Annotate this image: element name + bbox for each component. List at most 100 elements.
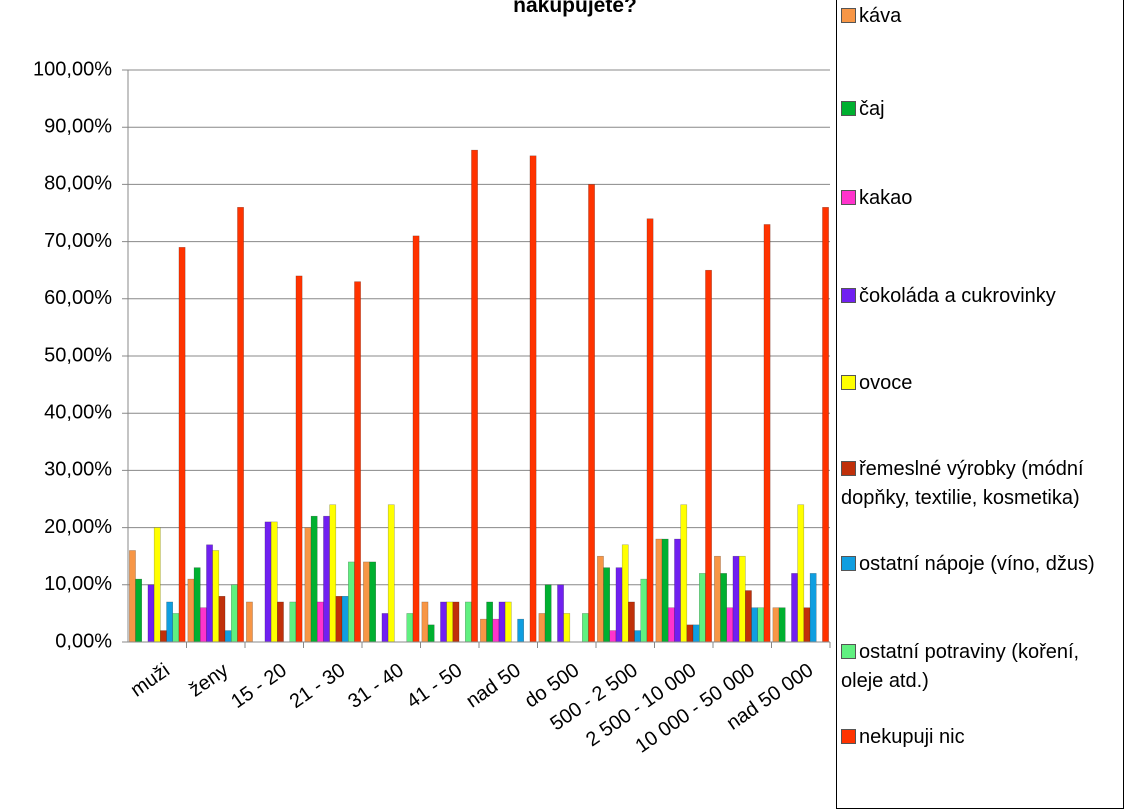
- legend-entry: řemeslné výrobky (módní dopňky, textilie…: [841, 455, 1119, 513]
- bar: [348, 561, 355, 643]
- bar: [661, 538, 669, 643]
- bar: [295, 275, 303, 643]
- legend-entry: ostatní potraviny (koření, oleje atd.): [841, 638, 1119, 696]
- bar: [270, 521, 278, 643]
- legend-label: ostatní nápoje (víno, džus): [859, 553, 1095, 575]
- legend-entry: kakao: [841, 184, 1119, 213]
- bar: [745, 590, 752, 643]
- legend-swatch: [841, 101, 856, 116]
- bar: [224, 630, 232, 643]
- bar: [277, 601, 284, 643]
- bar: [480, 618, 487, 643]
- bar: [791, 573, 798, 643]
- y-tick-label: 50,00%: [44, 344, 112, 366]
- bar: [406, 613, 414, 643]
- x-tick-label: nad 50: [462, 659, 525, 712]
- bar: [621, 544, 629, 643]
- bar: [680, 504, 688, 643]
- bar: [452, 601, 460, 643]
- bar: [726, 607, 734, 643]
- bar: [172, 613, 180, 643]
- bar: [498, 601, 506, 643]
- y-tick-label: 0,00%: [55, 630, 112, 652]
- bar: [714, 555, 721, 643]
- bar: [440, 601, 447, 643]
- bar: [822, 207, 829, 643]
- bar: [588, 184, 595, 643]
- legend-swatch: [841, 375, 856, 390]
- legend-swatch: [841, 729, 856, 744]
- bar: [412, 235, 420, 643]
- bar: [797, 504, 805, 643]
- bar: [668, 607, 675, 643]
- bar: [640, 578, 648, 643]
- bar: [609, 630, 617, 643]
- legend-entry: čokoláda a cukrovinky: [841, 282, 1119, 311]
- y-tick-label: 90,00%: [44, 115, 112, 137]
- y-tick-label: 60,00%: [44, 287, 112, 309]
- bar: [187, 578, 195, 643]
- bar: [323, 515, 330, 643]
- bar: [289, 601, 297, 643]
- bar: [563, 613, 571, 643]
- x-tick-label: muži: [127, 659, 174, 701]
- bar: [427, 624, 435, 643]
- x-tick-label: 15 - 20: [227, 659, 291, 713]
- y-tick-label: 100,00%: [33, 58, 112, 80]
- legend-entry: káva: [841, 2, 1119, 31]
- legend-label: ostatní potraviny (koření, oleje atd.): [841, 641, 1080, 692]
- bar: [634, 630, 641, 643]
- bar: [803, 607, 811, 643]
- bar: [646, 218, 654, 643]
- x-tick-label: 41 - 50: [403, 659, 467, 713]
- bar: [757, 607, 765, 643]
- bar: [246, 601, 253, 643]
- legend-entry: ovoce: [841, 369, 1119, 398]
- bar: [193, 567, 201, 643]
- bar: [166, 601, 174, 643]
- y-tick-label: 80,00%: [44, 173, 112, 195]
- bar: [582, 613, 589, 643]
- bar: [538, 613, 546, 643]
- bar: [628, 601, 635, 643]
- y-tick-label: 30,00%: [44, 459, 112, 481]
- bar: [772, 607, 780, 643]
- bar: [603, 567, 610, 643]
- bar: [129, 550, 136, 643]
- bar: [705, 269, 712, 643]
- legend-entry: nekupuji nic: [841, 723, 1119, 752]
- bar: [237, 207, 244, 643]
- bar: [809, 573, 817, 643]
- bar: [218, 595, 226, 643]
- legend-label: čaj: [859, 98, 885, 120]
- bar: [135, 578, 143, 643]
- y-tick-label: 40,00%: [44, 401, 112, 423]
- bar: [147, 584, 155, 643]
- legend-label: čokoláda a cukrovinky: [859, 285, 1056, 307]
- bar: [335, 595, 343, 643]
- bar: [529, 155, 537, 643]
- legend-swatch: [841, 288, 856, 303]
- bar: [369, 561, 376, 643]
- bar: [720, 573, 727, 643]
- chart-title: nakupujete?: [513, 0, 637, 17]
- legend-label: kakao: [859, 187, 913, 209]
- y-tick-label: 20,00%: [44, 516, 112, 538]
- y-tick-label: 10,00%: [44, 573, 112, 595]
- bar: [206, 544, 213, 643]
- legend-label: řemeslné výrobky (módní dopňky, textilie…: [841, 458, 1084, 509]
- bar: [763, 224, 771, 643]
- bar: [517, 618, 524, 643]
- bar: [264, 521, 272, 643]
- bar: [160, 630, 167, 643]
- bar: [153, 527, 161, 643]
- bar: [699, 573, 706, 643]
- bar: [751, 607, 758, 643]
- bar: [674, 538, 681, 643]
- bar: [544, 584, 552, 643]
- legend-swatch: [841, 644, 856, 659]
- bar: [317, 601, 324, 643]
